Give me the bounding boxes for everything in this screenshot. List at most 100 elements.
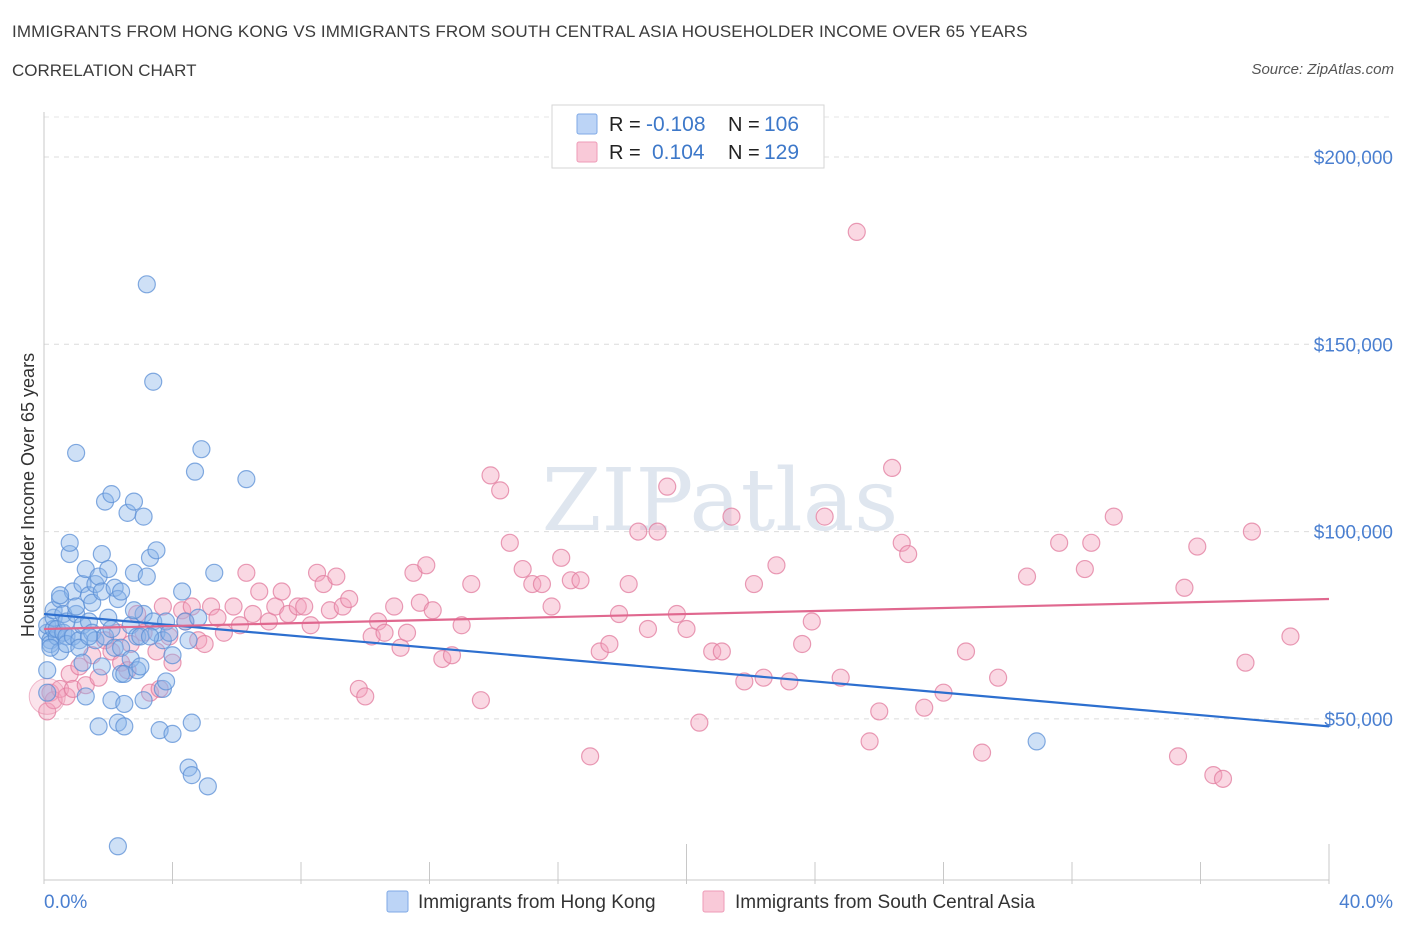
data-point — [735, 672, 754, 691]
data-point — [121, 649, 140, 669]
x-tick-label-min: 0.0% — [44, 892, 87, 913]
data-point — [131, 657, 150, 676]
data-point — [397, 623, 417, 642]
data-point — [870, 702, 889, 721]
bottom-legend: Immigrants from Hong Kong Immigrants fro… — [386, 890, 1035, 913]
data-point — [767, 556, 786, 575]
source-credit: Source: ZipAtlas.com — [1251, 61, 1394, 78]
data-point — [198, 777, 217, 796]
data-point — [423, 601, 442, 620]
data-point — [250, 582, 269, 601]
data-point — [60, 664, 79, 684]
data-point — [513, 559, 532, 579]
data-point — [307, 563, 327, 582]
data-point — [1168, 747, 1188, 766]
data-point — [189, 608, 208, 627]
axes — [43, 112, 1330, 884]
data-point — [471, 691, 490, 710]
data-point — [677, 619, 696, 639]
data-point — [452, 616, 471, 635]
chart-title: IMMIGRANTS FROM HONG KONG VS IMMIGRANTS … — [12, 22, 1028, 41]
data-point — [201, 597, 221, 616]
y-axis-label: Householder Income Over 65 years — [18, 353, 38, 637]
data-point — [552, 548, 571, 567]
data-point — [192, 440, 211, 459]
data-point — [899, 544, 918, 564]
data-point — [79, 627, 99, 646]
data-point — [638, 619, 658, 639]
data-point — [956, 642, 976, 661]
stats-r-label-hong-kong: R = — [609, 114, 641, 136]
data-point — [1075, 559, 1094, 579]
data-point — [144, 372, 163, 391]
data-point — [690, 713, 709, 732]
x-tick-label-max: 40.0% — [1339, 892, 1393, 913]
data-point — [972, 743, 992, 762]
data-point — [648, 522, 667, 541]
data-point — [1175, 578, 1194, 597]
watermark: ZIPatlas — [542, 451, 898, 551]
data-point — [237, 563, 256, 582]
data-point — [433, 649, 452, 669]
data-point — [391, 638, 410, 657]
data-point — [571, 571, 590, 590]
data-point — [491, 481, 510, 500]
stats-n-label-hong-kong: N = — [728, 114, 760, 136]
data-point — [182, 713, 201, 732]
data-point — [1236, 653, 1255, 672]
data-point — [793, 634, 812, 654]
data-point — [375, 623, 394, 642]
data-point — [619, 574, 638, 594]
stats-n-label-south-central-asia: N = — [728, 142, 760, 164]
data-point — [134, 507, 153, 526]
data-point — [124, 601, 144, 620]
data-point — [67, 443, 86, 463]
data-point — [95, 492, 115, 511]
data-point — [1281, 627, 1300, 646]
data-point — [989, 668, 1008, 687]
data-point — [173, 582, 192, 601]
data-point — [1050, 533, 1069, 552]
data-point — [134, 691, 153, 710]
data-point — [295, 597, 314, 616]
data-point — [831, 668, 850, 687]
data-point — [712, 642, 731, 661]
data-point — [237, 470, 256, 489]
data-point — [57, 687, 76, 706]
stats-r-value-hong-kong: -0.108 — [646, 113, 706, 136]
data-point — [600, 634, 619, 654]
data-point — [38, 661, 57, 680]
data-point — [860, 732, 879, 751]
data-point — [349, 679, 368, 699]
data-point — [92, 544, 111, 564]
y-tick-labels: $50,000 $100,000 $150,000 $200,000 — [1314, 148, 1393, 731]
data-point — [163, 724, 182, 743]
data-point — [590, 642, 609, 661]
data-point — [243, 604, 262, 624]
trend-line — [43, 597, 1330, 631]
data-point — [915, 698, 934, 717]
data-point — [1017, 567, 1037, 586]
stats-r-label-south-central-asia: R = — [609, 142, 641, 164]
data-point — [629, 522, 648, 541]
legend-label-hong-kong: Immigrants from Hong Kong — [418, 892, 656, 913]
data-point — [1188, 537, 1207, 556]
data-point — [163, 646, 182, 665]
data-point — [38, 683, 57, 702]
data-point — [89, 668, 108, 687]
data-point — [288, 597, 307, 616]
stats-swatch-hong-kong — [576, 113, 598, 135]
data-point — [208, 608, 227, 627]
data-point — [76, 687, 95, 706]
data-point — [99, 559, 118, 579]
data-point — [108, 837, 127, 856]
data-point — [92, 657, 111, 676]
data-point — [532, 574, 552, 594]
data-point — [561, 571, 580, 590]
data-point — [50, 642, 70, 661]
data-point — [1213, 769, 1233, 788]
data-point — [780, 672, 799, 691]
data-point — [182, 766, 201, 785]
legend-swatch-south-central-asia — [702, 890, 725, 913]
